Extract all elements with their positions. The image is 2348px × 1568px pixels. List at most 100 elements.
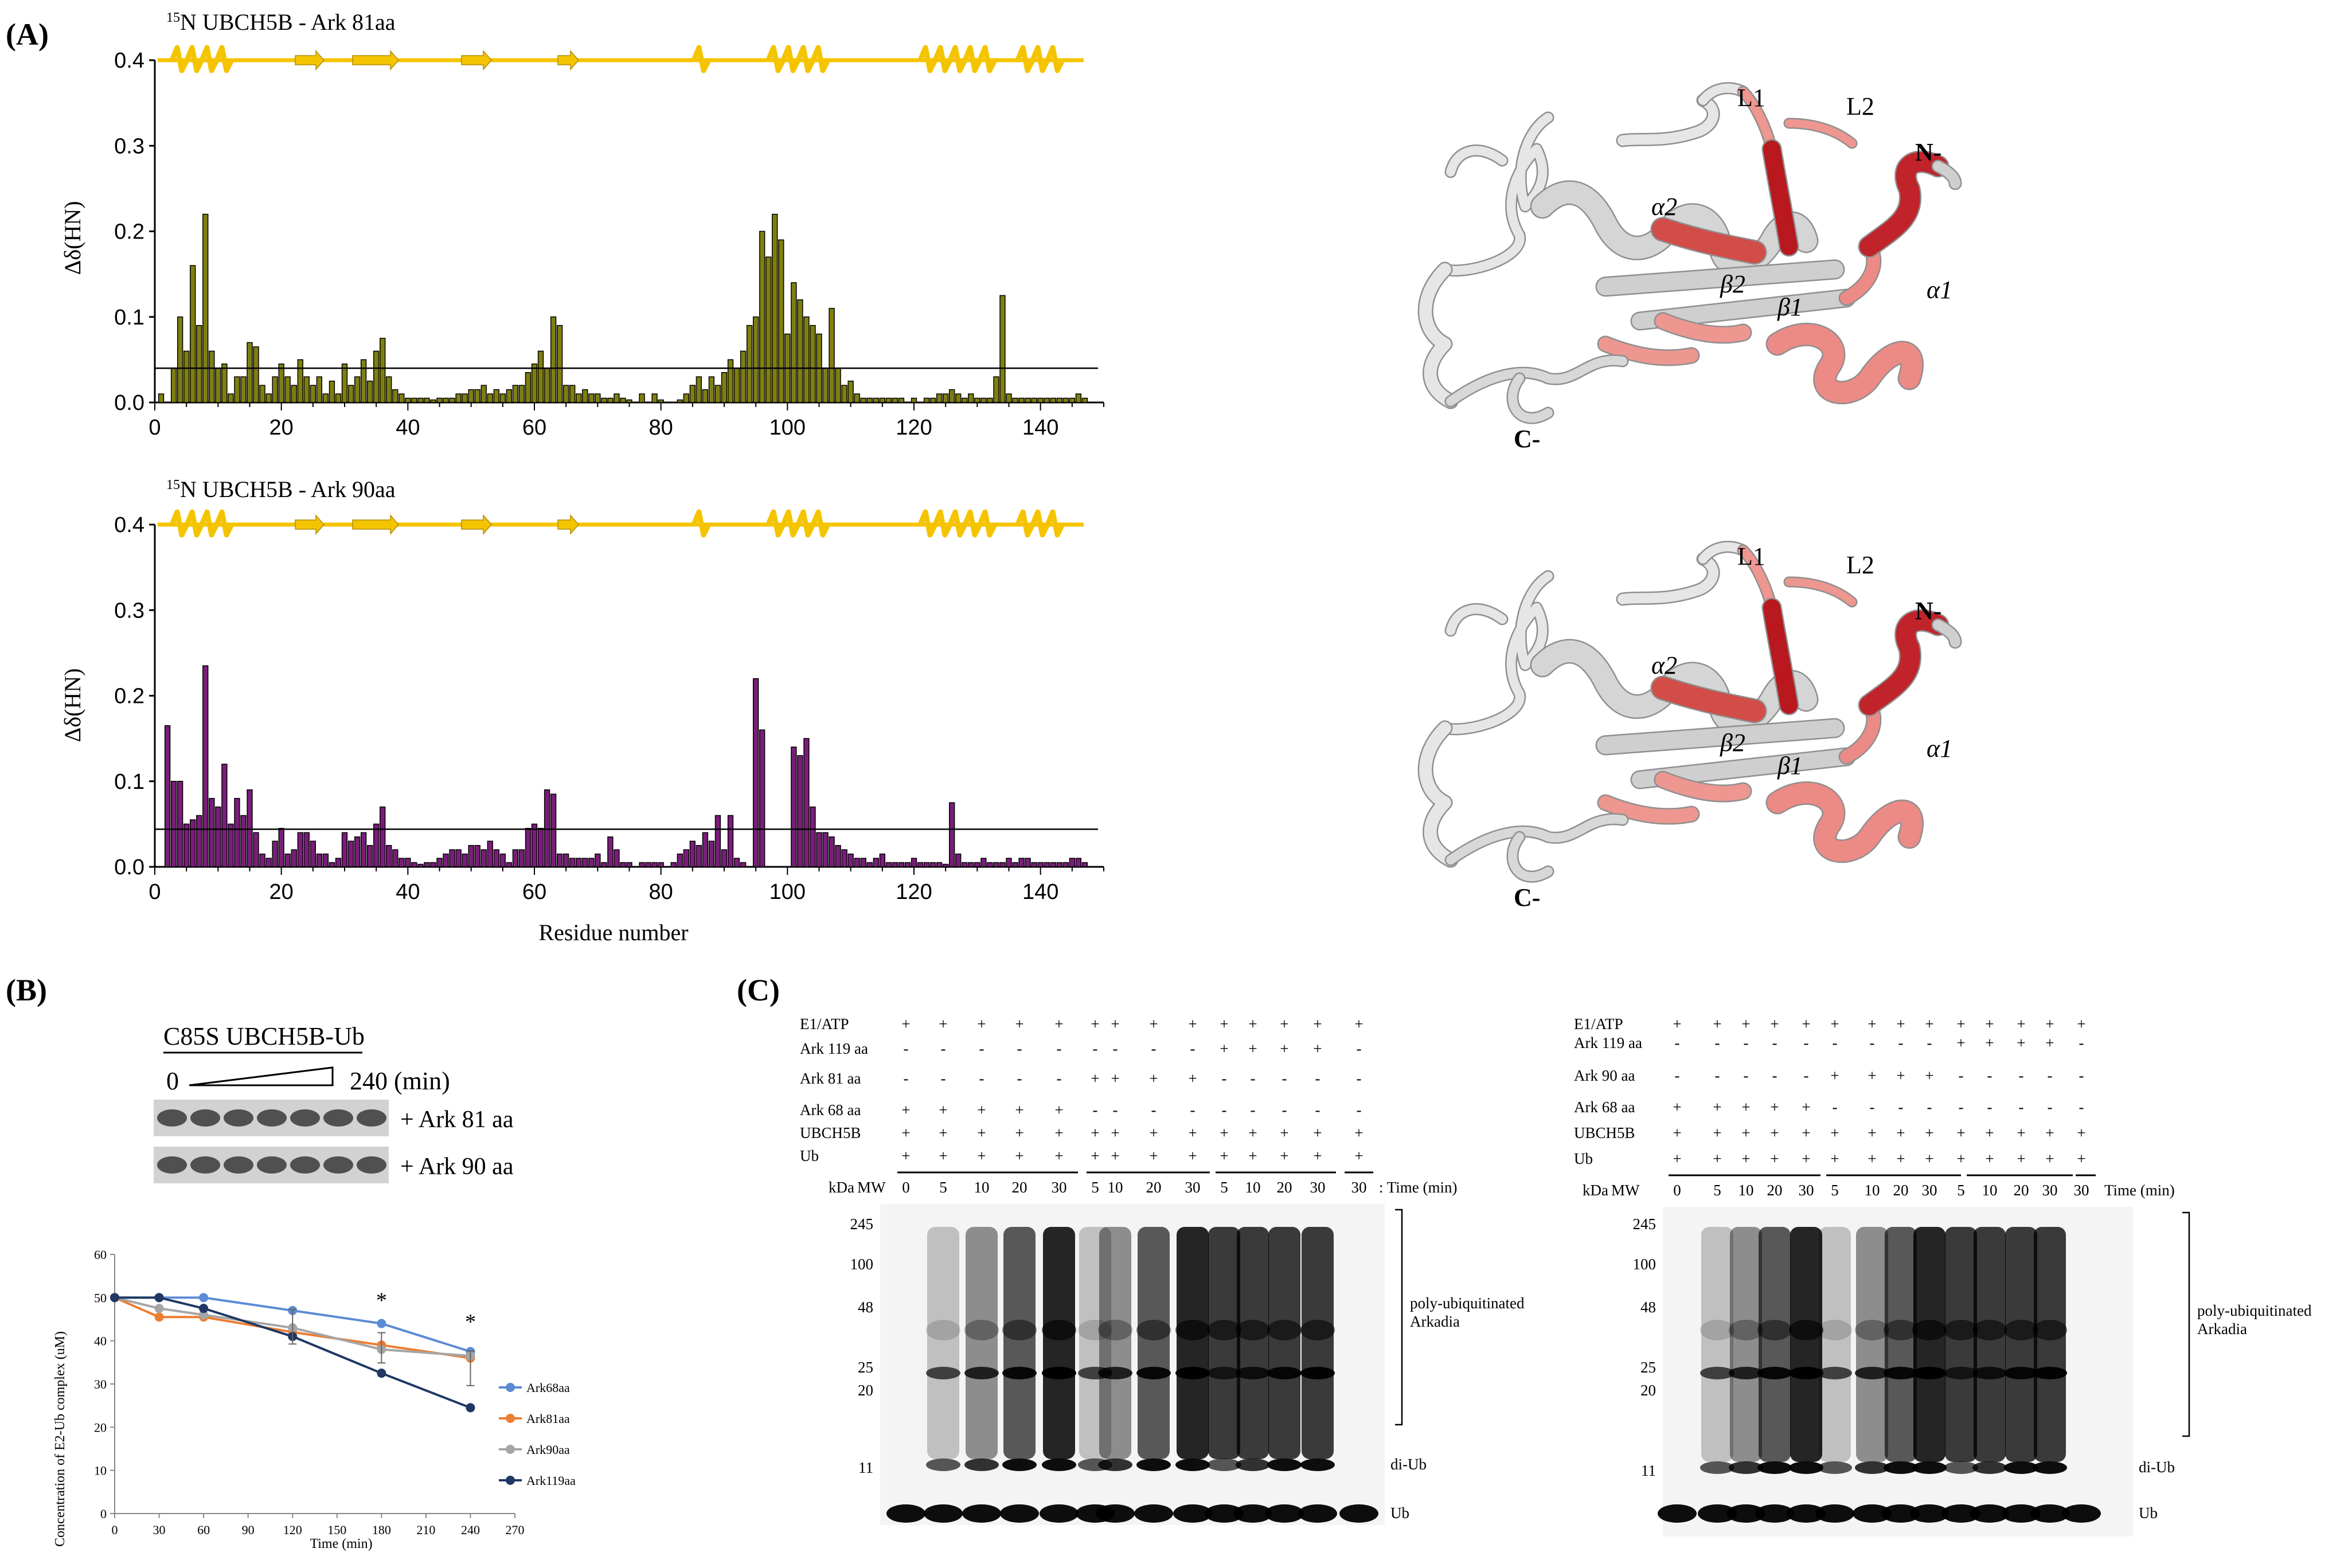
- y-tick-label: 50: [94, 1291, 107, 1305]
- gel-sign: -: [1870, 1034, 1875, 1051]
- mw-marker: 245: [850, 1215, 874, 1233]
- gel-sign: +: [1956, 1124, 1965, 1141]
- strand-beta3: [461, 514, 492, 535]
- bar: [727, 815, 734, 867]
- y-tick-label: 60: [94, 1248, 107, 1262]
- legend-marker: [506, 1445, 515, 1454]
- bar: [651, 862, 658, 867]
- band-poly-ub-smear: [1913, 1227, 1945, 1462]
- band-di-ub: [1002, 1458, 1037, 1471]
- strand-beta1: [295, 50, 325, 71]
- time-label: 10: [974, 1179, 990, 1196]
- y-tick-label: 0.1: [114, 770, 144, 794]
- bar: [209, 797, 215, 867]
- gel-sign: +: [1673, 1015, 1681, 1033]
- bar: [462, 853, 468, 867]
- bar: [392, 849, 399, 867]
- blot-band: [157, 1109, 187, 1127]
- gel-sign: +: [2045, 1015, 2054, 1033]
- bar: [1056, 397, 1062, 403]
- bar: [626, 399, 632, 403]
- band-poly-ub: [926, 1320, 960, 1340]
- bar: [873, 397, 879, 403]
- gel-sign: +: [1802, 1015, 1810, 1033]
- legend-marker: [506, 1383, 515, 1392]
- gel-sign: +: [901, 1124, 910, 1141]
- bar: [658, 862, 664, 867]
- gel-sign: -: [1222, 1070, 1227, 1087]
- bar: [702, 389, 709, 403]
- time-label: 20: [2014, 1182, 2029, 1199]
- band-poly-ub-smear: [1003, 1227, 1036, 1459]
- c-term: [1508, 374, 1553, 423]
- secondary-structure-track: [158, 509, 1084, 538]
- gel-sign: +: [1713, 1098, 1721, 1116]
- annot-di-ub: di-Ub: [1390, 1456, 1427, 1473]
- bar: [1050, 862, 1056, 867]
- bar: [480, 385, 487, 403]
- bar: [190, 819, 196, 867]
- band-di-ub: [1944, 1461, 1978, 1474]
- bar: [677, 853, 683, 867]
- band-poly-ub: [1078, 1320, 1112, 1340]
- bar: [683, 849, 689, 867]
- bar: [265, 393, 272, 403]
- bar: [854, 393, 860, 403]
- loop-left: [1440, 572, 1553, 734]
- bar: [430, 399, 436, 403]
- gel-sign: +: [1091, 1147, 1099, 1164]
- band-e2-ub: [926, 1367, 960, 1379]
- band-ub: [1698, 1504, 1737, 1523]
- bar: [962, 397, 968, 403]
- gel-sign: +: [1956, 1015, 1965, 1033]
- gel-sign: -: [1017, 1040, 1022, 1057]
- bar: [892, 397, 898, 403]
- time-label: 20: [1277, 1179, 1292, 1196]
- legend-marker: [506, 1476, 515, 1485]
- gel-sign: +: [1220, 1015, 1228, 1033]
- gel-sign: -: [1113, 1040, 1118, 1057]
- data-point: [199, 1310, 209, 1320]
- band-poly-ub: [1789, 1320, 1823, 1340]
- bar: [196, 324, 202, 403]
- band-poly-ub-smear: [1759, 1227, 1791, 1462]
- band-di-ub: [1912, 1461, 1947, 1474]
- band-ub: [1000, 1504, 1039, 1523]
- bar: [696, 376, 702, 403]
- time-label: 30: [1922, 1182, 1937, 1199]
- bar: [234, 376, 240, 403]
- strand-beta-red: [1763, 599, 1798, 714]
- gel-sign: -: [1113, 1101, 1118, 1119]
- x-tick-label: 240: [461, 1523, 480, 1537]
- bar: [651, 393, 658, 403]
- gel-sign: -: [1282, 1070, 1287, 1087]
- gel-sign: -: [1151, 1040, 1157, 1057]
- label-l1: L1: [1737, 84, 1765, 112]
- bar: [1031, 862, 1037, 867]
- bar: [866, 397, 873, 403]
- gel-sign: +: [1830, 1150, 1839, 1167]
- mw-marker: 100: [850, 1256, 874, 1273]
- band-poly-ub-smear: [1856, 1227, 1888, 1462]
- y-tick-label: 20: [94, 1420, 107, 1434]
- bar: [512, 385, 519, 403]
- bar: [645, 862, 651, 867]
- strand-beta-red: [1763, 140, 1798, 255]
- bar: [399, 858, 405, 867]
- band-di-ub: [1729, 1461, 1763, 1474]
- e2-ub-blot: [154, 1100, 389, 1183]
- bar: [607, 836, 614, 867]
- annot-di-ub: di-Ub: [2139, 1458, 2175, 1476]
- bar: [791, 282, 797, 403]
- bar: [399, 393, 405, 403]
- band-poly-ub: [964, 1320, 999, 1340]
- band-ub: [1755, 1504, 1794, 1523]
- bar: [284, 853, 291, 867]
- gel-row-label: Ark 119 aa: [1574, 1034, 1642, 1051]
- bar: [582, 389, 588, 403]
- bar: [443, 397, 449, 403]
- x-tick-label: 120: [896, 416, 932, 440]
- bar: [1056, 862, 1062, 867]
- gel-sign: +: [1713, 1150, 1721, 1167]
